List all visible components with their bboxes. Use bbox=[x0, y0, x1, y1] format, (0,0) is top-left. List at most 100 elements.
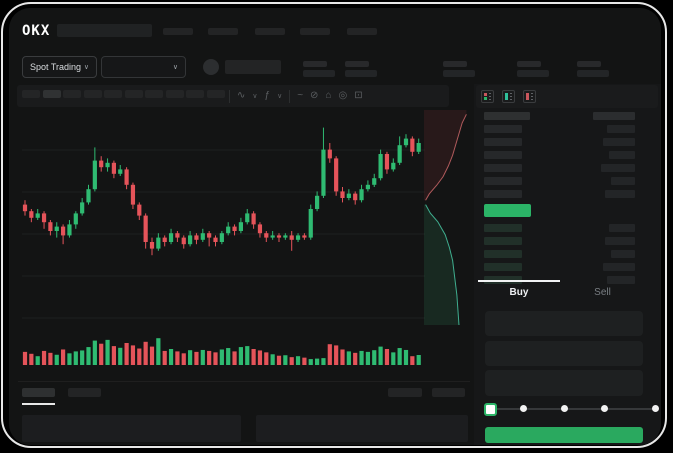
price-bar-placeholder bbox=[484, 250, 522, 258]
slider-stop[interactable] bbox=[601, 405, 608, 412]
chevron-down-icon: ∨ bbox=[172, 63, 178, 71]
order-form-field[interactable] bbox=[485, 341, 643, 366]
pair-name-placeholder bbox=[225, 60, 281, 74]
orderbook-row[interactable] bbox=[478, 250, 652, 258]
candle-style-icon[interactable]: ∿ bbox=[237, 90, 246, 101]
timeframe-button-placeholder[interactable] bbox=[206, 90, 225, 98]
orderbook-icon-lines bbox=[531, 93, 533, 100]
orderbook-bids-icon[interactable] bbox=[502, 90, 515, 103]
slider-stop[interactable] bbox=[561, 405, 568, 412]
size-bar-placeholder bbox=[611, 250, 635, 258]
timeframe-button-placeholder[interactable] bbox=[186, 90, 204, 98]
ask-swatch bbox=[526, 93, 529, 100]
bottom-panel bbox=[22, 415, 241, 442]
chevron-down-icon[interactable]: ∨ bbox=[277, 92, 283, 100]
orderbook-row[interactable] bbox=[478, 263, 652, 271]
price-bar-placeholder bbox=[484, 263, 522, 271]
price-bar-placeholder bbox=[484, 112, 530, 120]
bottom-action-placeholder[interactable] bbox=[388, 388, 422, 397]
nav-item-placeholder[interactable] bbox=[208, 28, 238, 35]
volume-chart[interactable] bbox=[22, 334, 425, 367]
nav-item-placeholder[interactable] bbox=[300, 28, 330, 35]
size-bar-placeholder bbox=[607, 125, 635, 133]
orderbook-asks-icon-bar bbox=[526, 93, 529, 100]
ask-swatch bbox=[484, 93, 487, 96]
depth-chart[interactable] bbox=[424, 110, 477, 325]
size-bar-placeholder bbox=[601, 164, 635, 172]
bid-swatch bbox=[484, 97, 487, 100]
bottom-section-divider bbox=[18, 381, 470, 382]
okx-logo[interactable]: OKX bbox=[22, 23, 51, 39]
app-window: OKX Spot Trading ∨ ∨ ∿ ∨ ƒ ∨ ~ ⊘ ⌂ ◎ ⊡ bbox=[9, 8, 661, 445]
price-bar-placeholder bbox=[484, 138, 522, 146]
orderbook-split-icon-bars bbox=[484, 93, 487, 100]
chevron-down-icon[interactable]: ∨ bbox=[252, 92, 258, 100]
candlestick-chart[interactable] bbox=[22, 108, 425, 332]
bottom-tab-placeholder[interactable] bbox=[22, 388, 55, 397]
tab-sell[interactable]: Sell bbox=[594, 287, 611, 298]
timeframe-button-placeholder[interactable] bbox=[165, 90, 184, 98]
orderbook-header bbox=[476, 85, 658, 108]
timeframe-button-placeholder[interactable] bbox=[124, 90, 143, 98]
slider-handle[interactable] bbox=[484, 403, 497, 416]
orderbook-row[interactable] bbox=[478, 237, 652, 245]
price-bar-placeholder bbox=[484, 177, 522, 185]
indicators-icon[interactable]: ƒ bbox=[264, 90, 271, 101]
stat-value-placeholder bbox=[577, 70, 609, 77]
order-form-field[interactable] bbox=[485, 370, 643, 396]
last-price-bar[interactable] bbox=[484, 204, 531, 217]
orderbook-row[interactable] bbox=[478, 151, 652, 159]
timeframe-button-placeholder[interactable] bbox=[63, 90, 81, 98]
orderbook-row[interactable] bbox=[478, 112, 652, 120]
amount-slider-track[interactable] bbox=[490, 408, 655, 410]
orderbook-row[interactable] bbox=[478, 125, 652, 133]
timeframe-button-placeholder[interactable] bbox=[83, 90, 102, 98]
orderbook-row[interactable] bbox=[478, 164, 652, 172]
price-bar-placeholder bbox=[484, 125, 522, 133]
size-bar-placeholder bbox=[611, 177, 635, 185]
timeframe-button-placeholder[interactable] bbox=[104, 90, 122, 98]
orderbook-row[interactable] bbox=[478, 138, 652, 146]
bottom-tab-underline bbox=[22, 403, 55, 405]
fullscreen-icon[interactable]: ⊡ bbox=[354, 90, 363, 101]
order-form-field[interactable] bbox=[485, 311, 643, 336]
nav-item-placeholder[interactable] bbox=[255, 28, 285, 35]
size-bar-placeholder bbox=[593, 112, 635, 120]
line-tool-icon[interactable]: ~ bbox=[297, 90, 304, 101]
nav-item-placeholder[interactable] bbox=[163, 28, 193, 35]
pair-dropdown[interactable]: ∨ bbox=[101, 56, 186, 78]
size-bar-placeholder bbox=[605, 190, 635, 198]
buy-submit-button[interactable] bbox=[485, 427, 643, 443]
bid-swatch bbox=[505, 93, 508, 100]
chart-settings-icon[interactable]: ◎ bbox=[338, 90, 348, 101]
market-type-dropdown[interactable]: Spot Trading ∨ bbox=[22, 56, 97, 78]
bottom-panel bbox=[256, 415, 468, 442]
bottom-action-placeholder[interactable] bbox=[432, 388, 465, 397]
orderbook-split-icon[interactable] bbox=[481, 90, 494, 103]
size-bar-placeholder bbox=[607, 276, 635, 284]
size-bar-placeholder bbox=[609, 151, 635, 159]
tab-buy[interactable]: Buy bbox=[509, 287, 529, 298]
orderbook-asks[interactable] bbox=[478, 112, 652, 203]
orderbook-icon-lines bbox=[510, 93, 512, 100]
orderbook-icon-lines bbox=[489, 93, 491, 100]
stat-label-placeholder bbox=[577, 61, 601, 67]
snapshot-icon[interactable]: ⌂ bbox=[325, 90, 332, 101]
market-type-label: Spot Trading bbox=[30, 62, 82, 72]
orderbook-row[interactable] bbox=[478, 224, 652, 232]
price-bar-placeholder bbox=[484, 151, 522, 159]
orderbook-row[interactable] bbox=[478, 190, 652, 198]
timeframe-button-placeholder[interactable] bbox=[42, 90, 61, 98]
device-frame bbox=[1, 2, 667, 448]
slider-stop[interactable] bbox=[520, 405, 527, 412]
nav-item-placeholder[interactable] bbox=[347, 28, 377, 35]
timeframe-button-placeholder[interactable] bbox=[145, 90, 163, 98]
draw-tool-icon[interactable]: ⊘ bbox=[310, 90, 319, 101]
timeframe-button-placeholder[interactable] bbox=[22, 90, 40, 98]
bottom-tab-placeholder[interactable] bbox=[68, 388, 101, 397]
nav-search-placeholder[interactable] bbox=[57, 24, 152, 37]
orderbook-asks-icon[interactable] bbox=[523, 90, 536, 103]
slider-stop[interactable] bbox=[652, 405, 659, 412]
orderbook-row[interactable] bbox=[478, 177, 652, 185]
stage: OKX Spot Trading ∨ ∨ ∿ ∨ ƒ ∨ ~ ⊘ ⌂ ◎ ⊡ bbox=[9, 8, 661, 445]
